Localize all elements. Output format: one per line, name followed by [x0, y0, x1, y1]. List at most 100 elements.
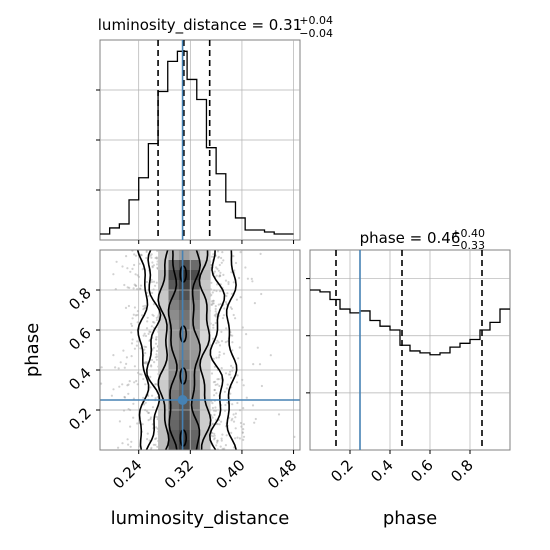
- density-cell: [158, 330, 169, 341]
- scatter-point: [131, 317, 134, 320]
- scatter-point: [123, 395, 126, 399]
- scatter-point: [212, 299, 215, 302]
- density-cell: [199, 290, 211, 301]
- phase-quantile-lines: [335, 250, 483, 450]
- scatter-point: [133, 365, 136, 368]
- density-cell: [168, 420, 180, 431]
- scatter-point: [154, 443, 157, 446]
- scatter-point: [152, 443, 155, 446]
- scatter-point: [155, 336, 158, 339]
- scatter-point: [130, 342, 134, 345]
- density-cell: [178, 330, 190, 341]
- scatter-point: [232, 281, 235, 284]
- scatter-point: [217, 256, 220, 259]
- scatter-point: [234, 437, 237, 440]
- density-cell: [168, 310, 180, 321]
- scatter-point: [231, 349, 234, 352]
- scatter-point: [224, 341, 227, 344]
- scatter-point: [218, 344, 222, 347]
- scatter-point: [242, 435, 246, 438]
- scatter-point: [150, 253, 153, 256]
- scatter-point: [112, 354, 115, 357]
- scatter-point: [218, 275, 221, 278]
- scatter-point: [142, 308, 145, 311]
- scatter-point: [155, 426, 158, 429]
- scatter-point: [150, 280, 154, 284]
- scatter-point: [133, 283, 136, 286]
- scatter-point: [139, 284, 143, 287]
- scatter-point: [218, 423, 221, 426]
- scatter-point: [140, 253, 143, 256]
- scatter-point: [145, 280, 148, 284]
- scatter-point: [245, 396, 248, 399]
- scatter-point: [251, 404, 255, 407]
- scatter-point: [114, 366, 117, 369]
- scatter-point: [215, 356, 218, 359]
- density-cell: [189, 440, 201, 450]
- density-cell: [178, 280, 190, 291]
- scatter-point: [220, 439, 223, 442]
- scatter-point: [125, 255, 128, 258]
- scatter-point: [154, 397, 157, 400]
- scatter-point: [149, 416, 152, 419]
- scatter-point: [252, 363, 255, 366]
- scatter-point: [222, 273, 225, 276]
- scatter-point: [216, 250, 220, 253]
- scatter-point: [126, 438, 129, 441]
- scatter-point: [221, 447, 224, 450]
- density-cell: [168, 320, 180, 331]
- density-cell: [178, 350, 190, 361]
- scatter-point: [214, 383, 217, 386]
- density-cell: [158, 300, 169, 311]
- density-cell: [178, 250, 190, 261]
- panel-2d-density: 0.24 0.32 0.40 0.48 0.20.40.60.8 0.2 0.4 0.6 0…: [22, 249, 477, 529]
- contour-level-2-left: [157, 250, 170, 450]
- scatter-point: [217, 303, 220, 306]
- scatter-point: [214, 305, 217, 308]
- scatter-point: [218, 354, 221, 357]
- scatter-point: [143, 403, 146, 406]
- density-cell: [178, 380, 190, 391]
- scatter-point: [213, 365, 216, 368]
- scatter-point: [219, 271, 222, 274]
- scatter-point: [145, 362, 148, 365]
- scatter-point: [152, 280, 156, 283]
- scatter-point: [222, 314, 225, 317]
- scatter-point: [154, 342, 158, 345]
- scatter-point: [152, 264, 155, 267]
- scatter-point: [233, 269, 236, 272]
- density-cell: [168, 280, 180, 291]
- scatter-point: [127, 383, 130, 386]
- scatter-point: [256, 346, 259, 349]
- density-cell: [189, 400, 201, 411]
- scatter-point: [211, 416, 214, 419]
- scatter-point: [151, 265, 154, 268]
- scatter-point: [135, 379, 138, 383]
- scatter-point: [222, 259, 225, 262]
- scatter-point: [229, 373, 232, 376]
- scatter-point: [132, 416, 135, 419]
- scatter-point: [220, 330, 223, 333]
- contour-level-0-right: [225, 250, 238, 450]
- scatter-point: [96, 265, 98, 267]
- scatter-point: [150, 325, 153, 328]
- scatter-point: [227, 373, 230, 376]
- scatter-point: [146, 432, 149, 435]
- scatter-point: [220, 420, 223, 423]
- scatter-point: [223, 307, 226, 310]
- scatter-point: [139, 347, 142, 350]
- scatter-point: [246, 277, 249, 280]
- density-cell: [168, 250, 180, 261]
- density-cell: [189, 330, 201, 341]
- scatter-point: [238, 276, 241, 280]
- scatter-point: [224, 372, 228, 375]
- scatter-point: [213, 394, 216, 397]
- density-cell: [158, 420, 169, 431]
- scatter-point: [136, 313, 139, 317]
- density-cell: [168, 300, 180, 311]
- scatter-point: [149, 386, 152, 389]
- scatter-point: [211, 423, 214, 426]
- scatter-point: [260, 292, 263, 296]
- density-cell: [168, 400, 180, 411]
- scatter-point: [142, 396, 145, 399]
